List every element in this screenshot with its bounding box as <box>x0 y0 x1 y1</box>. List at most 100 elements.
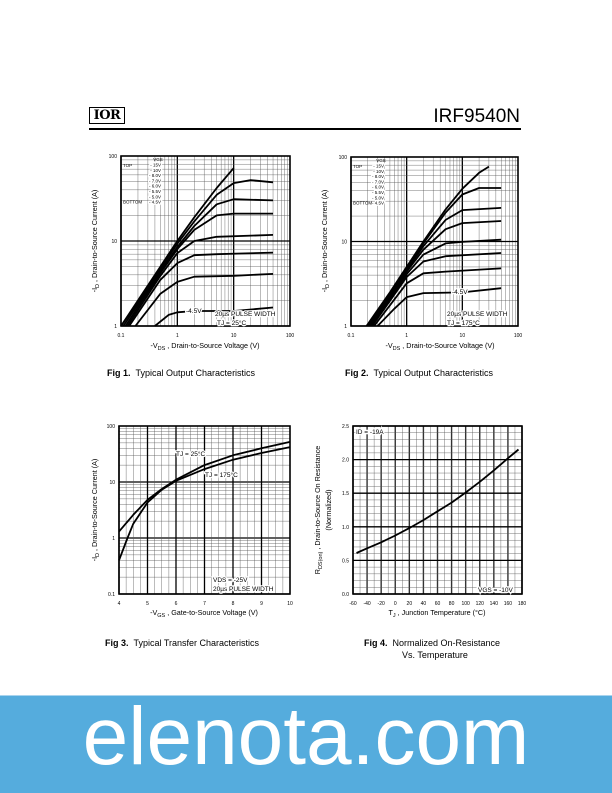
fig2-x-tick-label: 10 <box>460 333 466 339</box>
fig4-x-tick-label: -60 <box>349 601 356 607</box>
fig1-x-tick-label: 1 <box>176 333 179 339</box>
fig3-y-tick-label: 1 <box>112 536 115 542</box>
fig2-x-tick-label: 0.1 <box>348 333 355 339</box>
fig3-series-line-2 <box>118 446 291 561</box>
fig1-series-line-8 <box>154 306 274 327</box>
fig4-y-tick-label: 0.5 <box>342 558 349 564</box>
fig3-x-tick-label: 7 <box>203 601 206 607</box>
fig4-x-tick-label: 100 <box>461 601 470 607</box>
fig3-plot-frame <box>118 425 291 595</box>
fig1-caption: Fig 1. Typical Output Characteristics <box>107 368 255 378</box>
fig1-y-tick-label: 100 <box>109 154 118 160</box>
fig4-x-tick-label: -20 <box>378 601 385 607</box>
fig2-title: Typical Output Characteristics <box>373 368 494 378</box>
fig2-series-line-4 <box>369 220 502 327</box>
fig2-series-line-7 <box>373 267 502 327</box>
fig4-y-axis-label-post: , Drain-to-Source On Resistance <box>313 446 322 552</box>
fig1-y-axis-label-text: -ID , Drain-to-Source Current (A) <box>90 190 101 293</box>
fig4-x-tick-label: -40 <box>363 601 370 607</box>
fig2-legend-header: VGS <box>376 158 386 163</box>
fig1-title: Typical Output Characteristics <box>135 368 256 378</box>
part-number: IRF9540N <box>433 106 520 127</box>
watermark-banner: elenota.com <box>0 691 612 793</box>
fig3-x-tick-label: 5 <box>146 601 149 607</box>
fig1-x-axis-label-sub: DS <box>158 346 166 352</box>
fig2-legend-entry: - 4.5V <box>372 201 384 206</box>
fig2-temp-note: TJ = 175°C <box>447 319 480 327</box>
fig1-plot-frame <box>120 155 291 327</box>
fig2-series-line-6 <box>371 252 502 327</box>
fig2-series-line-5 <box>370 238 502 327</box>
fig1-pulse-note: 20µs PULSE WIDTH <box>215 311 276 318</box>
fig4-y-axis-label-text: RDS(on) , Drain-to-Source On Resistance <box>313 446 324 574</box>
fig2-legend-entry: - 5.5V <box>372 190 384 195</box>
fig3-x-tick-label: 9 <box>260 601 263 607</box>
fig1-x-axis-label-text: -VDS , Drain-to-Source Voltage (V) <box>150 341 259 352</box>
fig1-legend-bottom: BOTTOM <box>123 200 142 205</box>
fig1-legend-entry: - 15V <box>150 163 161 168</box>
fig3-x-axis-label-post: , Gate-to-Source Voltage (V) <box>165 608 258 617</box>
fig3-x-tick-label: 10 <box>287 601 293 607</box>
fig4-y-axis-label-sub: DS(on) <box>318 551 324 569</box>
fig1-legend-entry: - 10V <box>150 168 161 173</box>
fig2-x-axis-label-post: , Drain-to-Source Voltage (V) <box>400 341 494 350</box>
fig4-x-tick-label: 60 <box>435 601 441 607</box>
fig3-x-axis-label-text: -VGS , Gate-to-Source Voltage (V) <box>150 608 258 619</box>
fig4-title: Normalized On-Resistance <box>392 638 501 648</box>
fig1-y-tick-label: 10 <box>111 239 117 245</box>
fig3-pulse-note: 20µs PULSE WIDTH <box>213 586 274 593</box>
fig1-legend-entry: - 7.0V <box>149 178 161 183</box>
fig4-y-tick-label: 2.5 <box>342 424 349 430</box>
watermark-text: elenota.com <box>82 691 530 782</box>
fig4-x-tick-label: 20 <box>407 601 413 607</box>
fig2-curve-label: -4.5V <box>452 289 468 296</box>
fig3-x-axis-label: -VGS , Gate-to-Source Voltage (V) <box>150 608 258 619</box>
fig1-series-line-4 <box>124 212 273 327</box>
fig1-legend-entry: - 5.5V <box>149 189 161 194</box>
fig1-y-axis-label-post: , Drain-to-Source Current (A) <box>90 190 99 284</box>
fig1-legend-entry: - 6.0V <box>149 184 161 189</box>
fig2-x-axis-label-pre: -V <box>385 341 392 350</box>
fig4-x-tick-label: 0 <box>394 601 397 607</box>
fig2-legend-bottom: BOTTOM <box>353 201 372 206</box>
fig3-title: Typical Transfer Characteristics <box>133 638 260 648</box>
fig4-y-axis-label-pre: R <box>313 569 322 574</box>
fig3-y-axis-label: -ID , Drain-to-Source Current (A) <box>90 459 101 562</box>
fig2-x-axis-label-sub: DS <box>393 346 401 352</box>
fig2-caption: Fig 2. Typical Output Characteristics <box>345 368 493 378</box>
fig2-legend-entry: - 10V <box>373 169 384 174</box>
fig4-x-tick-label: 80 <box>449 601 455 607</box>
fig2-x-tick-label: 1 <box>405 333 408 339</box>
fig4-caption-line2: Vs. Temperature <box>402 650 468 660</box>
fig2-legend-entry: - 8.0V <box>372 174 384 179</box>
fig2-legend-entry: - 15V <box>373 164 384 169</box>
fig3-x-axis-label-sub: GS <box>157 613 165 619</box>
fig2-y-axis-label: -ID , Drain-to-Source Current (A) <box>320 190 331 293</box>
fig4-caption: Fig 4. Normalized On-Resistance <box>364 638 500 648</box>
fig3-y-axis-label-sub: D <box>95 553 101 557</box>
fig4-plot-frame <box>352 425 523 595</box>
fig1-x-axis-label-post: , Drain-to-Source Voltage (V) <box>165 341 259 350</box>
fig4-id-note: ID = -19A <box>356 429 384 436</box>
fig2-pulse-note: 20µs PULSE WIDTH <box>447 311 508 318</box>
fig4-vgs-note: VGS = -10V <box>478 587 514 594</box>
fig3-series-label-25c: TJ = 25°C <box>176 450 205 458</box>
fig3-y-tick-label: 0.1 <box>108 592 115 598</box>
fig1-x-tick-label: 0.1 <box>118 333 125 339</box>
fig3-x-tick-label: 8 <box>232 601 235 607</box>
fig1-series-line-6 <box>128 251 274 327</box>
fig2-y-axis-label-sub: D <box>325 284 331 288</box>
fig1-legend-entry: - 8.0V <box>149 173 161 178</box>
fig3-y-axis-label-post: , Drain-to-Source Current (A) <box>90 459 99 553</box>
fig3-series-label-175c: TJ = 175°C <box>205 471 238 479</box>
fig1-legend-entry: - 4.5V <box>149 200 161 205</box>
fig3-x-tick-label: 4 <box>118 601 121 607</box>
fig2-series-line-3 <box>368 207 502 327</box>
fig4-x-tick-label: 180 <box>518 601 527 607</box>
fig1-series-line-5 <box>126 234 274 327</box>
fig1-y-axis-label: -ID , Drain-to-Source Current (A) <box>90 190 101 293</box>
fig4-x-tick-label: 120 <box>476 601 485 607</box>
fig4-x-tick-label: 40 <box>421 601 427 607</box>
fig1-x-axis-label-pre: -V <box>150 341 157 350</box>
